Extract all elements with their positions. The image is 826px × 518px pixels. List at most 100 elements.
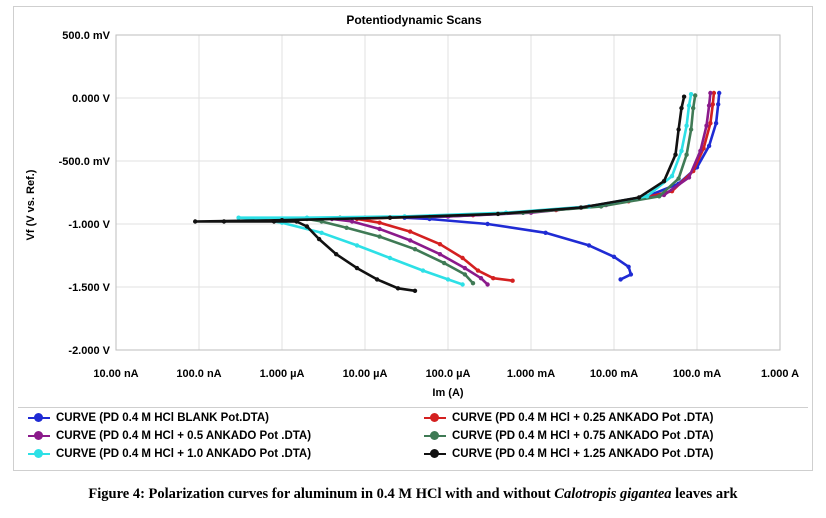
data-point xyxy=(543,230,548,235)
data-point xyxy=(673,152,678,157)
data-point xyxy=(377,226,382,232)
data-point xyxy=(485,282,490,287)
caption-species-name: Calotropis gigantea xyxy=(554,486,672,502)
data-point xyxy=(681,94,687,99)
data-point xyxy=(717,90,722,96)
data-point xyxy=(395,286,401,291)
y-tick-label: -1.500 V xyxy=(68,282,110,294)
data-point xyxy=(387,215,393,220)
data-point xyxy=(374,277,380,282)
legend: CURVE (PD 0.4 M HCl BLANK Pot.DTA) CURVE … xyxy=(18,407,808,466)
series-6 xyxy=(193,94,687,293)
data-point xyxy=(708,90,713,96)
data-point xyxy=(462,272,468,277)
x-tick-label: 100.0 µA xyxy=(426,368,471,380)
legend-label: CURVE (PD 0.4 M HCl + 1.25 ANKADO Pot .D… xyxy=(452,448,714,460)
legend-marker xyxy=(28,412,50,424)
series-1 xyxy=(402,90,722,282)
data-point xyxy=(377,220,382,225)
data-point xyxy=(657,194,662,199)
data-point xyxy=(437,252,443,257)
legend-label: CURVE (PD 0.4 M HCl BLANK Pot.DTA) xyxy=(56,412,269,424)
data-point xyxy=(626,264,631,269)
x-tick-label: 10.00 µA xyxy=(343,368,388,380)
data-point xyxy=(316,236,322,242)
data-point xyxy=(586,243,592,248)
data-point xyxy=(684,152,689,157)
data-point xyxy=(445,277,451,282)
data-point xyxy=(460,282,465,287)
caption-text-end: leaves ark xyxy=(671,486,738,502)
data-point xyxy=(193,219,198,224)
x-axis-label: Im (A) xyxy=(432,387,464,399)
series-5 xyxy=(236,92,694,287)
data-point xyxy=(387,255,393,261)
data-point xyxy=(460,255,465,261)
data-point xyxy=(618,277,623,282)
data-point xyxy=(611,254,617,259)
data-point xyxy=(420,268,426,273)
data-point xyxy=(495,211,501,217)
legend-item: CURVE (PD 0.4 M HCl + 0.75 ANKADO Pot .D… xyxy=(424,430,713,442)
data-point xyxy=(636,195,642,200)
data-point xyxy=(688,127,694,132)
data-point xyxy=(708,121,713,126)
data-point xyxy=(669,173,675,179)
data-point xyxy=(437,242,443,247)
data-point xyxy=(294,219,299,224)
legend-label: CURVE (PD 0.4 M HCl + 1.0 ANKADO Pot .DT… xyxy=(56,448,312,460)
x-tick-label: 10.00 mA xyxy=(590,368,638,380)
data-point xyxy=(334,252,339,257)
y-tick-label: -1.000 V xyxy=(68,219,110,231)
series-line xyxy=(237,93,693,286)
data-point xyxy=(236,215,241,220)
data-point xyxy=(470,281,476,286)
legend-item: CURVE (PD 0.4 M HCl + 0.25 ANKADO Pot .D… xyxy=(424,412,713,424)
data-point xyxy=(491,276,496,281)
legend-marker xyxy=(424,412,446,424)
data-point xyxy=(304,224,310,229)
data-point xyxy=(710,102,715,107)
data-point xyxy=(686,103,692,108)
data-point xyxy=(478,276,484,281)
x-tick-label: 1.000 A xyxy=(761,368,799,380)
data-point xyxy=(706,143,712,149)
data-point xyxy=(679,105,684,111)
data-point xyxy=(676,127,681,132)
data-point xyxy=(693,93,698,98)
y-axis-label: Vf (V vs. Ref.) xyxy=(25,169,37,240)
y-tick-label: -500.0 mV xyxy=(59,156,111,168)
data-point xyxy=(691,105,696,111)
data-point xyxy=(279,218,285,223)
series-4 xyxy=(304,93,698,286)
caption-text: Figure 4: Polarization curves for alumin… xyxy=(88,486,555,502)
legend-label: CURVE (PD 0.4 M HCl + 0.75 ANKADO Pot .D… xyxy=(452,430,714,442)
x-tick-label: 100.0 mA xyxy=(673,368,721,380)
data-point xyxy=(475,268,481,273)
y-tick-label: -2.000 V xyxy=(68,345,110,357)
x-tick-label: 10.00 nA xyxy=(93,368,138,380)
data-point xyxy=(485,221,490,227)
legend-item: CURVE (PD 0.4 M HCl + 1.25 ANKADO Pot .D… xyxy=(424,448,713,460)
legend-marker xyxy=(424,430,446,442)
legend-item: CURVE (PD 0.4 M HCl BLANK Pot.DTA) xyxy=(28,412,269,424)
legend-label: CURVE (PD 0.4 M HCl + 0.5 ANKADO Pot .DT… xyxy=(56,430,312,442)
data-point xyxy=(412,247,418,252)
data-point xyxy=(644,194,650,199)
y-tick-label: 500.0 mV xyxy=(62,30,110,42)
legend-label: CURVE (PD 0.4 M HCl + 0.25 ANKADO Pot .D… xyxy=(452,412,714,424)
data-point xyxy=(319,230,324,235)
plot-area: Potentiodynamic Scans 10.00 nA 100.0 nA 1.… xyxy=(25,13,799,399)
data-point xyxy=(706,103,712,108)
data-point xyxy=(271,219,277,224)
data-point xyxy=(661,179,667,184)
data-point xyxy=(716,102,721,107)
data-point xyxy=(408,238,413,243)
legend-marker xyxy=(28,448,50,460)
data-point xyxy=(578,205,584,210)
data-point xyxy=(354,243,360,248)
data-point xyxy=(377,234,382,239)
data-point xyxy=(462,265,468,271)
data-point xyxy=(221,219,227,224)
legend-marker xyxy=(424,448,446,460)
